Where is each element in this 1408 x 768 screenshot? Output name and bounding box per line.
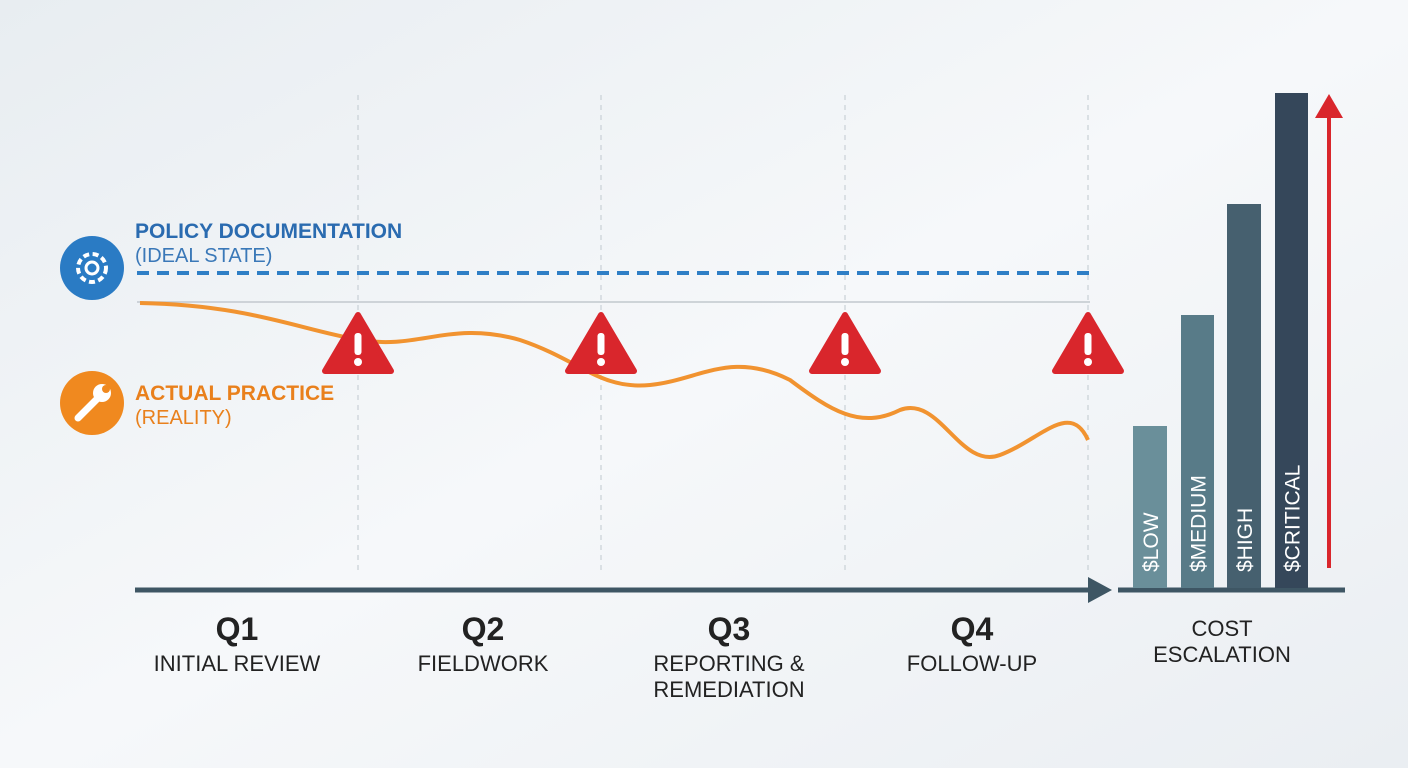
warnings [322, 312, 1124, 374]
quarter-name: REMEDIATION [653, 677, 804, 702]
cost-bars [1133, 93, 1308, 588]
cost-bar [1133, 426, 1167, 588]
legend-subtitle: (REALITY) [135, 407, 232, 429]
cost-bar [1227, 204, 1261, 588]
quarter-name: FIELDWORK [418, 651, 549, 676]
gear-icon [60, 236, 124, 300]
warning-icon [322, 312, 394, 374]
quarter-name: REPORTING & [653, 651, 805, 676]
warning-icon [1052, 312, 1124, 374]
cost-bar [1181, 315, 1214, 588]
quarter-label: Q3 [708, 611, 751, 647]
escalation-arrowhead [1315, 94, 1343, 118]
quarter-label: Q4 [951, 611, 994, 647]
quarter-label: Q1 [216, 611, 259, 647]
cost-bar-label: $LOW [1140, 512, 1163, 572]
cost-bar-label: $CRITICAL [1282, 465, 1305, 572]
cost-bar-label: $MEDIUM [1188, 475, 1211, 572]
quarter-name: INITIAL REVIEW [154, 651, 321, 676]
cost-bar-label: $HIGH [1234, 508, 1257, 572]
legend-title: POLICY DOCUMENTATION [135, 220, 402, 243]
timeline-arrowhead [1088, 577, 1112, 603]
warning-icon [809, 312, 881, 374]
quarter-label: Q2 [462, 611, 505, 647]
wrench-icon [60, 371, 124, 435]
legend-subtitle: (IDEAL STATE) [135, 245, 272, 267]
cost-bar [1275, 93, 1308, 588]
warning-icon [565, 312, 637, 374]
cost-title: COST [1191, 616, 1252, 641]
quarter-name: FOLLOW-UP [907, 651, 1037, 676]
legend-title: ACTUAL PRACTICE [135, 382, 334, 405]
cost-title: ESCALATION [1153, 642, 1291, 667]
